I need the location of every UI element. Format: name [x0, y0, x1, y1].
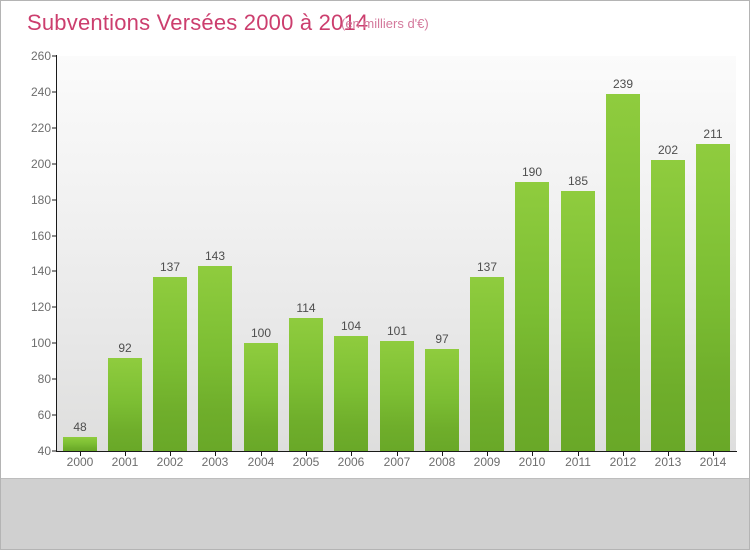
bar[interactable] [289, 318, 323, 451]
x-axis-tick-mark [623, 452, 624, 456]
x-axis-tick-label: 2013 [654, 455, 682, 469]
x-axis-tick-label: 2004 [247, 455, 275, 469]
y-axis-tick-label: 160 [30, 228, 51, 243]
chart-footer: LAVENTIE Proxiti [1, 479, 749, 549]
x-axis-tick-mark [80, 452, 81, 456]
footer-divider [1, 478, 749, 479]
bar-value-label: 104 [340, 319, 362, 333]
x-axis-tick-label: 2008 [428, 455, 456, 469]
bar[interactable] [334, 336, 368, 451]
bar-value-label: 137 [159, 260, 181, 274]
bar-value-label: 114 [296, 301, 316, 315]
y-axis-tick-mark [52, 342, 57, 344]
x-axis-tick-mark [306, 452, 307, 456]
x-axis-tick-label: 2002 [156, 455, 184, 469]
y-axis-tick-label: 240 [30, 84, 51, 99]
x-axis-tick-mark [125, 452, 126, 456]
x-axis-tick-label: 2006 [337, 455, 365, 469]
y-axis-tick-label: 40 [37, 444, 51, 458]
y-axis-tick-mark [52, 306, 57, 308]
bar-value-label: 211 [703, 127, 723, 141]
y-axis-tick-mark [52, 414, 57, 416]
bar[interactable] [380, 341, 414, 451]
bar[interactable] [606, 94, 640, 451]
x-axis-tick-mark [215, 452, 216, 456]
x-axis-tick-mark [668, 452, 669, 456]
y-axis-tick-label: 220 [30, 120, 51, 135]
y-axis: 40 60 80 100 120 140 160 180 200 220 240 260 [1, 1, 57, 549]
x-axis-tick-label: 2003 [201, 455, 229, 469]
bar-value-label: 190 [521, 165, 543, 179]
bar[interactable] [198, 266, 232, 451]
x-axis-tick-mark [351, 452, 352, 456]
y-axis-tick-label: 80 [37, 372, 51, 387]
bar-value-label: 97 [435, 332, 449, 346]
bar-value-label: 92 [118, 341, 132, 355]
x-axis-tick-label: 2007 [383, 455, 411, 469]
y-axis-tick-mark [52, 235, 57, 237]
bar-value-label: 137 [476, 260, 498, 274]
y-axis-tick-label: 200 [30, 156, 51, 171]
y-axis-tick-label: 100 [30, 336, 51, 351]
x-axis-tick-label: 2005 [292, 455, 320, 469]
y-axis-tick-label: 180 [30, 192, 51, 207]
x-axis-tick-label: 2000 [66, 455, 94, 469]
x-axis-tick-label: 2011 [565, 455, 591, 469]
y-axis-line [56, 55, 57, 452]
bar-value-label: 143 [204, 249, 226, 263]
bar[interactable] [244, 343, 278, 451]
x-axis-tick-mark [487, 452, 488, 456]
bar-value-label: 101 [386, 324, 408, 338]
chart-subtitle: (en milliers d'€) [341, 16, 429, 31]
x-axis-line [56, 451, 737, 452]
y-axis-tick-mark [52, 270, 57, 272]
bar-value-label: 239 [612, 77, 634, 91]
bar[interactable] [651, 160, 685, 451]
x-axis-tick-mark [442, 452, 443, 456]
y-axis-tick-mark [52, 55, 57, 57]
bar-value-label: 202 [657, 143, 679, 157]
y-axis-tick-mark [52, 127, 57, 129]
bar[interactable] [561, 191, 595, 451]
bar-value-label: 185 [567, 174, 589, 188]
y-axis-tick-mark [52, 199, 57, 201]
y-axis-tick-mark [52, 450, 57, 452]
bar-value-label: 48 [73, 420, 87, 434]
bar[interactable] [470, 277, 504, 451]
page-title: Subventions Versées 2000 à 2014 [27, 10, 369, 35]
y-axis-tick-mark [52, 378, 57, 380]
bar[interactable] [153, 277, 187, 451]
bar[interactable] [515, 182, 549, 451]
x-axis-tick-label: 2010 [518, 455, 546, 469]
bar[interactable] [63, 437, 97, 451]
y-axis-tick-label: 260 [30, 49, 51, 63]
x-axis-tick-label: 2014 [699, 455, 727, 469]
bar[interactable] [108, 358, 142, 451]
y-axis-tick-mark [52, 163, 57, 165]
x-axis-tick-mark [713, 452, 714, 456]
x-axis-tick-mark [170, 452, 171, 456]
bar-value-label: 100 [250, 326, 272, 340]
x-axis-tick-mark [532, 452, 533, 456]
y-axis-tick-mark [52, 91, 57, 93]
x-axis-tick-mark [397, 452, 398, 456]
x-axis-tick-label: 2009 [473, 455, 501, 469]
x-axis-tick-mark [578, 452, 579, 456]
y-axis-tick-label: 120 [30, 300, 51, 315]
x-axis-tick-mark [261, 452, 262, 456]
x-axis-tick-label: 2012 [609, 455, 637, 469]
y-axis-tick-label: 60 [37, 408, 51, 423]
bar[interactable] [425, 349, 459, 451]
x-axis-tick-label: 2001 [111, 455, 139, 469]
y-axis-tick-label: 140 [30, 264, 51, 279]
bar[interactable] [696, 144, 730, 451]
chart-header: Subventions Versées 2000 à 2014 (en mill… [1, 1, 749, 45]
